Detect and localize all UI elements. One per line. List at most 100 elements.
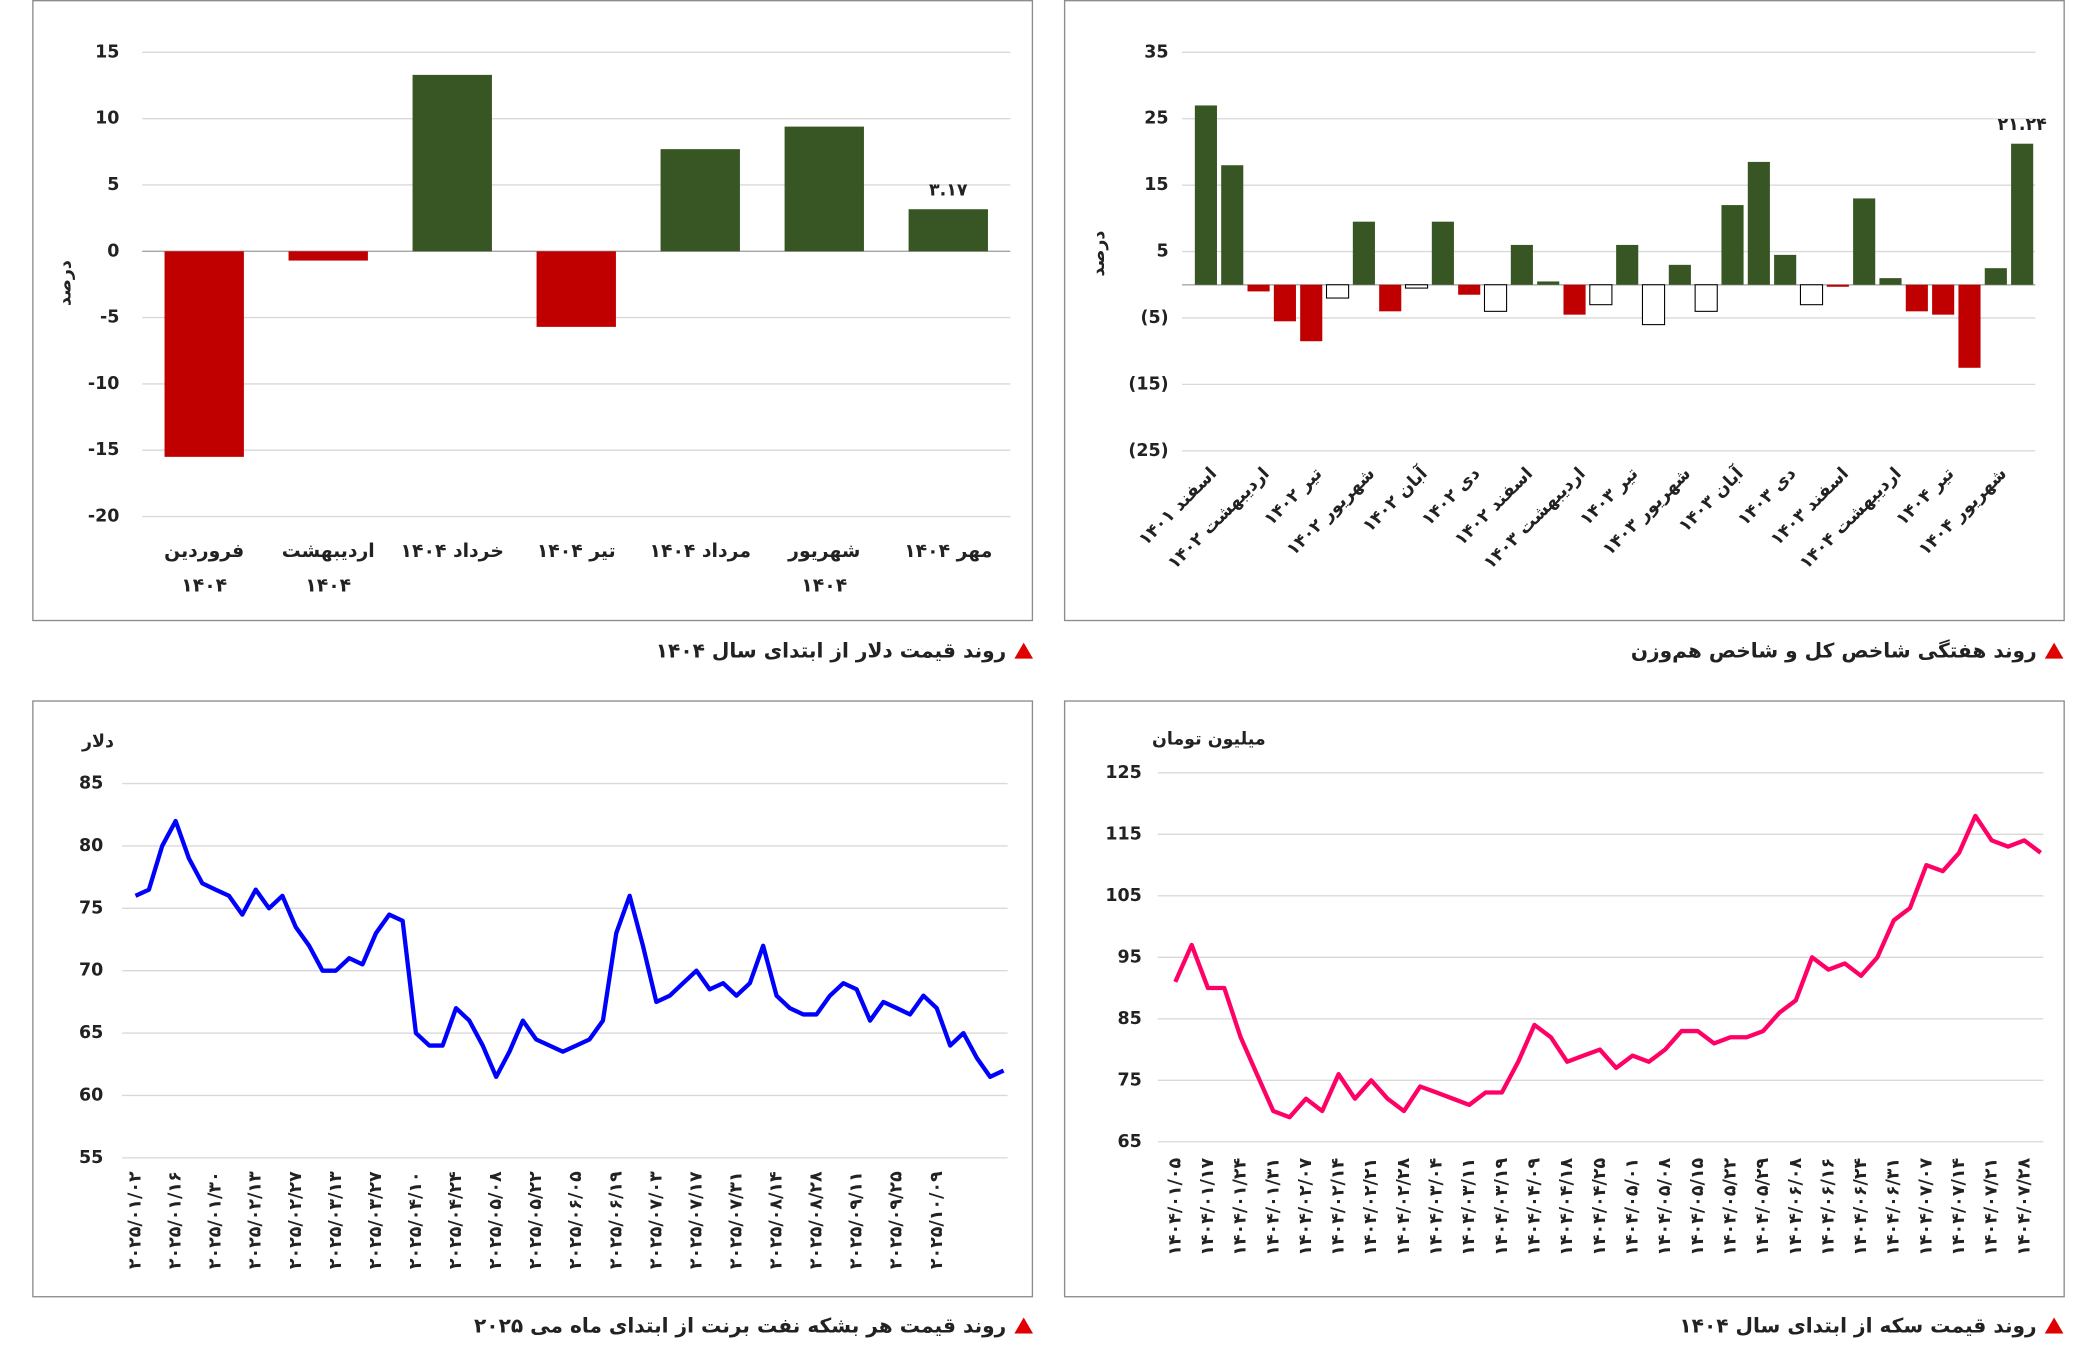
bar xyxy=(1668,264,1691,285)
x-tick-label: ۱۴۰۴/۰۴/۰۹ xyxy=(1525,1158,1545,1256)
caption: روند هفتگی شاخص کل و شاخص هم‌وزن xyxy=(1631,639,2064,663)
x-tick-label: ۲۰۲۵/۰۱/۰۲ xyxy=(126,1171,146,1269)
y-tick-label: 115 xyxy=(1105,824,1141,844)
x-tick-label: ۲۰۲۵/۰۷/۱۷ xyxy=(686,1171,706,1269)
caption-marker xyxy=(1014,1317,1034,1334)
x-tick-label: ۱۴۰۴/۰۷/۱۴ xyxy=(1949,1158,1969,1256)
x-tick-label: ۲۰۲۵/۰۷/۰۳ xyxy=(646,1171,666,1269)
chart-panel: میلیون تومان 65 75 85 95 105 115 125 ۱۴۰۴/۰۱/۰۵ ۱… xyxy=(1063,700,2065,1298)
y-axis-label: میلیون تومان xyxy=(1152,729,1266,749)
y-tick-label: 5 xyxy=(107,175,119,195)
bar xyxy=(1879,278,1902,285)
line-series xyxy=(1173,813,2042,1120)
bar xyxy=(1616,244,1639,285)
bar xyxy=(1510,244,1533,285)
bar xyxy=(1537,281,1560,285)
bar xyxy=(784,126,864,252)
y-tick-label: 5 xyxy=(1156,242,1168,262)
y-tick-label: 65 xyxy=(79,1023,103,1043)
x-tick-label: ۱۴۰۴/۰۴/۲۵ xyxy=(1590,1158,1610,1256)
data-label: ۳.۱۷ xyxy=(929,180,968,200)
line-series xyxy=(134,818,1005,1079)
x-tick-label: ۲۰۲۵/۰۳/۱۳ xyxy=(326,1171,346,1269)
x-tick-label: ۲۰۲۵/۰۴/۱۰ xyxy=(406,1171,426,1269)
x-tick-label: ۱۴۰۴/۰۷/۲۸ xyxy=(2014,1158,2034,1256)
x-tick-label: ۱۴۰۴/۰۵/۱۵ xyxy=(1688,1158,1708,1256)
bar xyxy=(1458,284,1481,295)
bar xyxy=(1774,254,1797,285)
y-tick-label: 35 xyxy=(1144,42,1168,62)
caption-text: روند قیمت دلار از ابتدای سال ۱۴۰۴ xyxy=(655,638,1007,663)
x-tick-label: ۲۰۲۵/۰۱/۳۰ xyxy=(206,1171,226,1269)
y-tick-label: -20 xyxy=(88,507,120,527)
chart-panel: دلار 55 60 65 70 75 80 85 ۲۰۲۵/۰۱/۰۲ ۲۰۲۵/۰۱/۱۶ ۲۰… xyxy=(32,700,1034,1298)
bar xyxy=(536,251,616,327)
bar xyxy=(1247,284,1270,292)
y-tick-label: 70 xyxy=(79,961,103,981)
x-tick-label: ۱۴۰۴/۰۶/۲۴ xyxy=(1851,1158,1871,1256)
x-tick-label: ۱۴۰۴/۰۱/۱۷ xyxy=(1198,1158,1218,1256)
y-tick-label: 80 xyxy=(79,836,103,856)
x-tick-label: ۲۰۲۵/۰۸/۲۸ xyxy=(807,1171,827,1269)
x-tick-label: خرداد ۱۴۰۴ xyxy=(400,540,504,563)
x-tick-label: ۱۴۰۴/۰۲/۰۷ xyxy=(1296,1158,1316,1256)
bar xyxy=(660,149,740,252)
bar xyxy=(1352,221,1375,285)
caption-text: روند هفتگی شاخص کل و شاخص هم‌وزن xyxy=(1630,638,2037,663)
y-axis-label: دلار xyxy=(81,732,114,752)
y-tick-label: 65 xyxy=(1117,1132,1141,1152)
bar xyxy=(412,74,492,252)
bar xyxy=(1799,284,1824,306)
x-tick-label: ۲۰۲۵/۰۲/۲۷ xyxy=(286,1171,306,1269)
caption-marker xyxy=(1014,642,1034,659)
y-tick-label: 55 xyxy=(79,1148,103,1168)
y-tick-label: -15 xyxy=(88,440,120,460)
x-tick-label: اردیبهشت ۱۴۰۳ xyxy=(1480,464,1590,574)
y-tick-label: 60 xyxy=(79,1085,103,1105)
y-tick-label: 105 xyxy=(1105,886,1141,906)
chart: دلار 55 60 65 70 75 80 85 ۲۰۲۵/۰۱/۰۲ ۲۰۲۵/۰۱/۱۶ ۲۰… xyxy=(79,732,1008,1269)
bar xyxy=(1300,284,1323,342)
y-tick-label: (15) xyxy=(1128,374,1168,394)
y-axis-label: درصد xyxy=(1089,231,1109,277)
bar xyxy=(1325,284,1350,299)
x-tick-label: ۱۴۰۴/۰۶/۰۸ xyxy=(1786,1158,1806,1256)
bar xyxy=(1853,198,1876,285)
bar xyxy=(1194,105,1217,285)
y-tick-label: 75 xyxy=(79,898,103,918)
x-tick-label: اردیبهشت ۱۴۰۴ xyxy=(1796,464,1906,574)
x-tick-label: ۲۰۲۵/۰۶/۰۵ xyxy=(566,1171,586,1269)
bar xyxy=(908,209,988,252)
bar xyxy=(1221,165,1244,285)
bar xyxy=(1273,284,1296,322)
y-tick-label: -5 xyxy=(100,308,119,328)
x-tick-label: ۱۴۰۴/۰۲/۲۸ xyxy=(1394,1158,1414,1256)
y-tick-label: 95 xyxy=(1117,947,1141,967)
x-tick-label: تیر ۱۴۰۴ xyxy=(536,540,616,563)
caption: روند قیمت هر بشکه نفت برنت از ابتدای ماه… xyxy=(474,1313,1034,1338)
x-tick-label: ۲۰۲۵/۰۲/۱۳ xyxy=(246,1171,266,1269)
y-tick-label: (5) xyxy=(1141,308,1169,328)
x-tick-label: اردیبهشت ۱۴۰۲ xyxy=(1164,464,1274,574)
y-tick-label: (25) xyxy=(1128,441,1168,461)
x-tick-label: اردیبهشت ۱۴۰۴ xyxy=(281,540,375,598)
x-tick-label: ۲۰۲۵/۰۹/۲۵ xyxy=(887,1171,907,1269)
chart-panel: درصد -20 -15 -10 -5 0 5 10 15 ۳.۱۷ فروردین ۱۴۰۴ ارد… xyxy=(32,0,1034,622)
bar xyxy=(1641,284,1666,326)
chart-panel: درصد (25) (15) (5) 5 15 25 35 اسفند ۱۴۰۱ اردیبهشت… xyxy=(1063,0,2065,622)
x-tick-label: مرداد ۱۴۰۴ xyxy=(649,540,751,563)
bar xyxy=(1404,284,1429,289)
x-tick-label: ۲۰۲۵/۰۱/۱۶ xyxy=(166,1171,186,1269)
caption-text: روند قیمت هر بشکه نفت برنت از ابتدای ماه… xyxy=(474,1313,1007,1338)
y-tick-label: 75 xyxy=(1117,1070,1141,1090)
y-tick-label: 25 xyxy=(1144,109,1168,129)
chart: میلیون تومان 65 75 85 95 105 115 125 ۱۴۰۴/۰۱/۰۵ ۱… xyxy=(1105,729,2044,1256)
y-tick-label: 85 xyxy=(1117,1009,1141,1029)
x-tick-label: ۱۴۰۴/۰۷/۲۱ xyxy=(1982,1158,2002,1256)
x-tick-label: ۱۴۰۴/۰۲/۲۱ xyxy=(1361,1158,1381,1256)
bar xyxy=(1379,284,1402,312)
chart: درصد -20 -15 -10 -5 0 5 10 15 ۳.۱۷ xyxy=(56,42,1011,527)
bar xyxy=(1431,221,1454,285)
